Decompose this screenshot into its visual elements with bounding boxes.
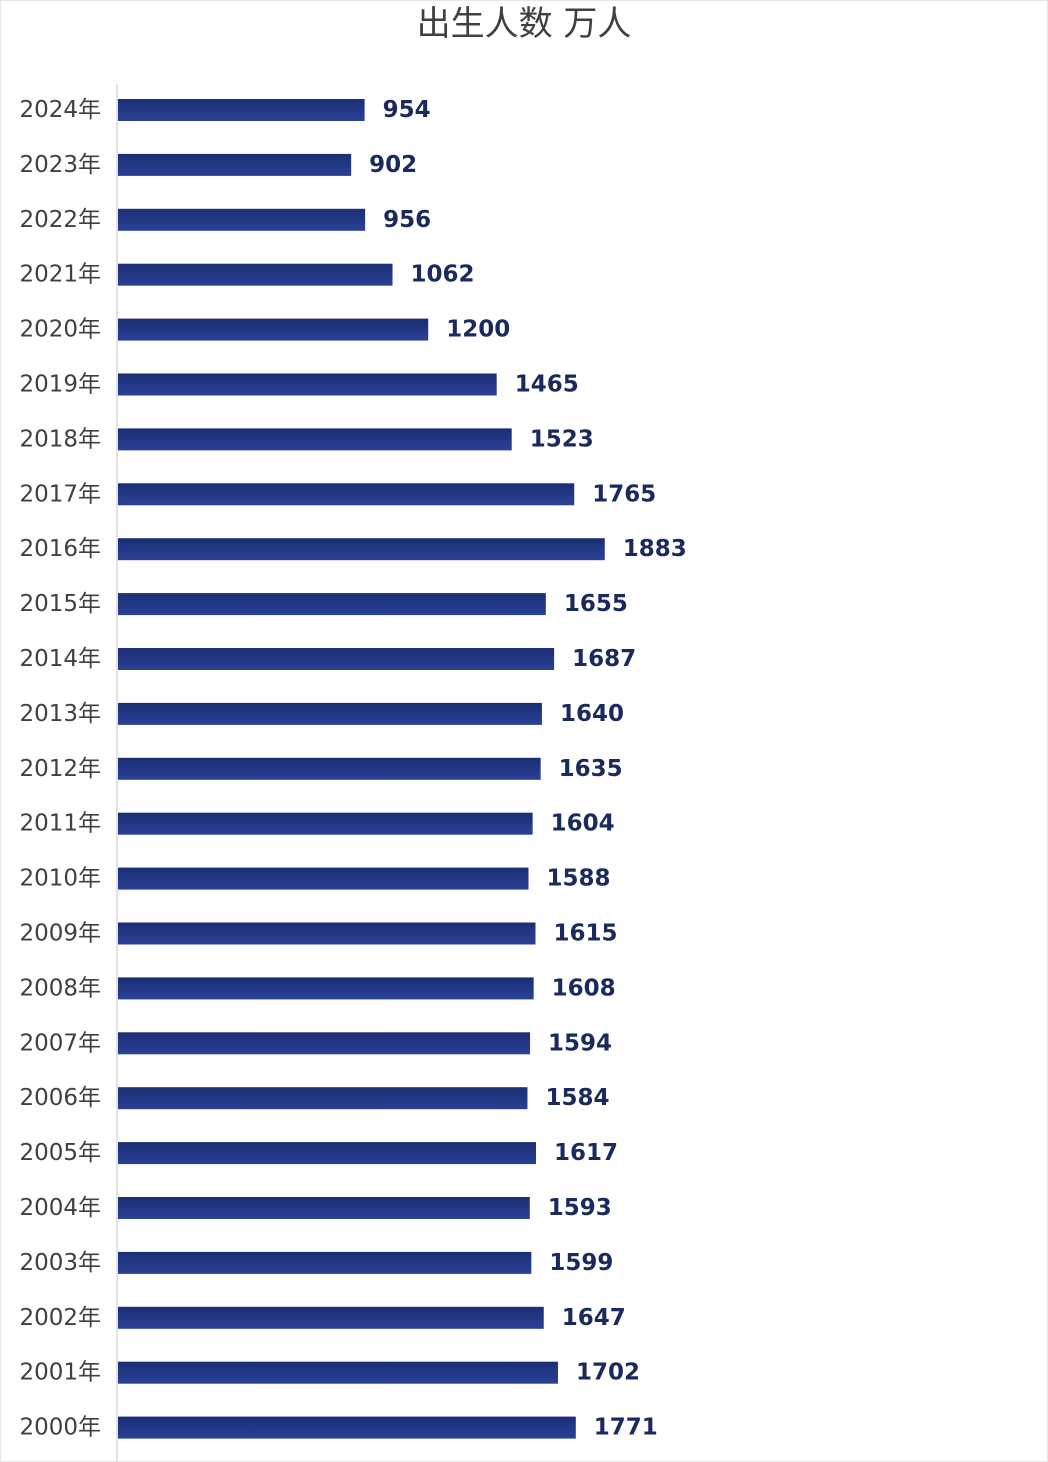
bar-2020年 xyxy=(118,318,429,341)
category-label: 2004年 xyxy=(19,1195,101,1221)
bar-2021年 xyxy=(118,263,393,286)
bar-2003年 xyxy=(118,1251,532,1274)
bar-2015年 xyxy=(118,593,546,616)
value-label: 1599 xyxy=(549,1250,613,1276)
value-label: 1640 xyxy=(560,701,624,727)
value-label: 902 xyxy=(369,152,417,178)
value-label: 1655 xyxy=(564,591,628,617)
value-label: 1588 xyxy=(546,866,610,892)
value-label: 954 xyxy=(383,97,431,123)
bar-2009年 xyxy=(118,922,536,945)
bar-2010年 xyxy=(118,867,529,890)
bar-2004年 xyxy=(118,1197,530,1219)
value-label: 1883 xyxy=(623,536,687,562)
bar-2016年 xyxy=(118,538,605,561)
value-label: 1594 xyxy=(548,1030,612,1056)
value-label: 1062 xyxy=(411,262,475,288)
category-label: 2019年 xyxy=(19,372,101,398)
bar-2001年 xyxy=(118,1361,558,1384)
category-label: 2012年 xyxy=(19,756,101,782)
value-label: 1771 xyxy=(594,1415,658,1441)
category-label: 2006年 xyxy=(19,1085,101,1111)
bar-2006年 xyxy=(118,1087,528,1110)
bars-layer xyxy=(118,99,605,1439)
category-label: 2017年 xyxy=(19,481,101,507)
value-label: 1617 xyxy=(554,1140,618,1166)
value-label: 1765 xyxy=(592,481,656,507)
value-label: 956 xyxy=(383,207,431,233)
category-label: 2020年 xyxy=(19,317,101,343)
category-label: 2016年 xyxy=(19,536,101,562)
bar-2019年 xyxy=(118,373,497,396)
bar-2022年 xyxy=(118,208,366,231)
category-label: 2001年 xyxy=(19,1360,101,1386)
category-label: 2021年 xyxy=(19,262,101,288)
value-label: 1687 xyxy=(572,646,636,672)
value-label: 1200 xyxy=(446,317,510,343)
category-label: 2005年 xyxy=(19,1140,101,1166)
value-label: 1608 xyxy=(552,975,616,1001)
bar-2005年 xyxy=(118,1142,536,1165)
chart-title: 出生人数 万人 xyxy=(416,4,632,44)
category-label: 2014年 xyxy=(19,646,101,672)
category-label: 2024年 xyxy=(19,97,101,123)
bar-2023年 xyxy=(118,153,352,176)
bar-2011年 xyxy=(118,812,533,835)
bar-2017年 xyxy=(118,483,575,506)
bar-2000年 xyxy=(118,1416,576,1439)
labels-layer: 2024年 954 2023年 902 2022年 956 2021年 1062 2020年 12… xyxy=(19,97,686,1441)
category-label: 2007年 xyxy=(19,1030,101,1056)
value-label: 1523 xyxy=(530,426,594,452)
category-label: 2011年 xyxy=(19,811,101,837)
category-label: 2002年 xyxy=(19,1305,101,1331)
value-label: 1647 xyxy=(562,1305,626,1331)
category-label: 2009年 xyxy=(19,921,101,947)
value-label: 1635 xyxy=(559,756,623,782)
value-label: 1604 xyxy=(551,811,615,837)
category-label: 2000年 xyxy=(19,1415,101,1441)
category-label: 2022年 xyxy=(19,207,101,233)
bar-2008年 xyxy=(118,977,534,1000)
bar-2014年 xyxy=(118,648,555,670)
bar-2002年 xyxy=(118,1306,544,1329)
category-label: 2003年 xyxy=(19,1250,101,1276)
category-label: 2008年 xyxy=(19,975,101,1001)
value-label: 1702 xyxy=(576,1360,640,1386)
bar-2024年 xyxy=(118,99,365,121)
bar-2012年 xyxy=(118,757,541,780)
category-label: 2023年 xyxy=(19,152,101,178)
category-label: 2010年 xyxy=(19,866,101,892)
value-label: 1593 xyxy=(548,1195,612,1221)
bar-2018年 xyxy=(118,428,512,451)
category-label: 2018年 xyxy=(19,426,101,452)
bar-2007年 xyxy=(118,1032,531,1055)
category-label: 2013年 xyxy=(19,701,101,727)
value-label: 1465 xyxy=(515,372,579,398)
category-label: 2015年 xyxy=(19,591,101,617)
value-label: 1584 xyxy=(545,1085,609,1111)
bar-2013年 xyxy=(118,702,542,725)
value-label: 1615 xyxy=(553,921,617,947)
